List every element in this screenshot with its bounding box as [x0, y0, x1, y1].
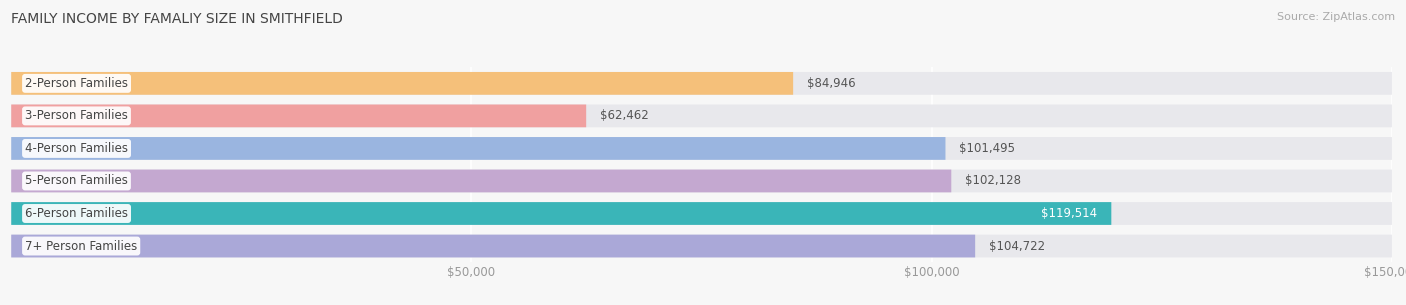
Text: 2-Person Families: 2-Person Families: [25, 77, 128, 90]
FancyBboxPatch shape: [11, 72, 1392, 95]
FancyBboxPatch shape: [11, 137, 1392, 160]
FancyBboxPatch shape: [11, 170, 952, 192]
Text: FAMILY INCOME BY FAMALIY SIZE IN SMITHFIELD: FAMILY INCOME BY FAMALIY SIZE IN SMITHFI…: [11, 12, 343, 26]
FancyBboxPatch shape: [11, 170, 1392, 192]
Text: $119,514: $119,514: [1042, 207, 1098, 220]
Text: 4-Person Families: 4-Person Families: [25, 142, 128, 155]
FancyBboxPatch shape: [11, 72, 793, 95]
Text: $101,495: $101,495: [959, 142, 1015, 155]
FancyBboxPatch shape: [11, 235, 1392, 257]
Text: 7+ Person Families: 7+ Person Families: [25, 239, 138, 253]
FancyBboxPatch shape: [11, 105, 1392, 127]
Text: $84,946: $84,946: [807, 77, 856, 90]
FancyBboxPatch shape: [11, 235, 976, 257]
Text: $102,128: $102,128: [965, 174, 1021, 188]
Text: $62,462: $62,462: [600, 109, 648, 122]
Text: 5-Person Families: 5-Person Families: [25, 174, 128, 188]
FancyBboxPatch shape: [11, 137, 945, 160]
Text: $104,722: $104,722: [988, 239, 1045, 253]
FancyBboxPatch shape: [11, 105, 586, 127]
FancyBboxPatch shape: [11, 202, 1392, 225]
Text: Source: ZipAtlas.com: Source: ZipAtlas.com: [1277, 12, 1395, 22]
Text: 6-Person Families: 6-Person Families: [25, 207, 128, 220]
Text: 3-Person Families: 3-Person Families: [25, 109, 128, 122]
FancyBboxPatch shape: [11, 202, 1111, 225]
